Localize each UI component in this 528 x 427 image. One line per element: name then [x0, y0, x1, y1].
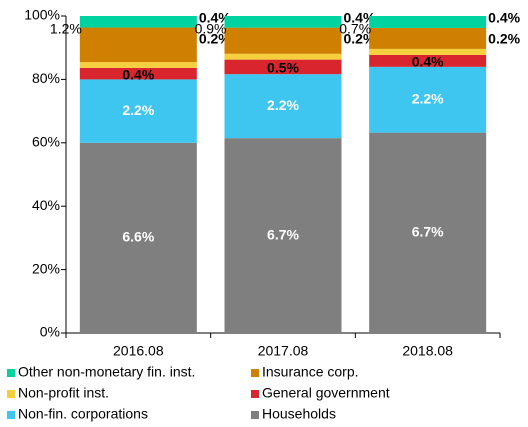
bar-segment: [79, 62, 197, 68]
legend-label: Non-fin. corporations: [18, 406, 148, 422]
data-label: 0.9%: [195, 21, 227, 37]
legend-label: General government: [262, 385, 390, 401]
bar-segment: [79, 16, 197, 28]
x-tick-label: 2016.08: [113, 343, 164, 359]
legend-swatch: [7, 411, 15, 419]
legend-swatch: [251, 369, 259, 377]
legend-swatch: [7, 369, 15, 377]
bar-segment: [79, 67, 197, 80]
data-label: 2.2%: [122, 102, 154, 118]
data-label: 0.4%: [488, 10, 520, 26]
legend-swatch: [7, 390, 15, 398]
bar-segment: [369, 54, 487, 67]
data-label: 2.2%: [412, 90, 444, 106]
bar-segment: [224, 74, 342, 139]
data-label: 0.4%: [199, 10, 231, 26]
bar-segment: [224, 27, 342, 54]
y-tick-label: 80%: [32, 70, 60, 86]
bar-segment: [369, 66, 487, 133]
legend-label: Other non-monetary fin. inst.: [18, 364, 195, 380]
data-label: 1.2%: [50, 21, 82, 37]
data-label: 0.5%: [267, 60, 299, 76]
data-label: 0.2%: [199, 31, 231, 47]
bar-segment: [224, 16, 342, 28]
bar-segment: [369, 27, 487, 49]
data-label: 2.2%: [267, 97, 299, 113]
bar-segment: [79, 142, 197, 333]
data-label: 0.4%: [412, 54, 444, 70]
bar-segment: [79, 27, 197, 63]
legend-label: Insurance corp.: [262, 364, 359, 380]
bar-segment: [224, 53, 342, 60]
data-label: 0.2%: [488, 31, 520, 47]
data-label: 6.7%: [267, 226, 299, 242]
data-label: 0.4%: [344, 10, 376, 26]
bar-segment: [224, 59, 342, 75]
data-label: 0.7%: [339, 21, 371, 37]
legend-swatch: [251, 411, 259, 419]
legend-swatch: [251, 390, 259, 398]
bar-segment: [369, 48, 487, 55]
legend-label: Households: [262, 406, 336, 422]
legend-label: Non-profit inst.: [18, 385, 109, 401]
data-label: 6.7%: [412, 224, 444, 240]
data-label: 0.2%: [344, 31, 376, 47]
bar-segment: [224, 138, 342, 333]
y-tick-label: 100%: [24, 7, 60, 23]
bar-segment: [369, 16, 487, 28]
bar-segment: [369, 132, 487, 333]
bar-segment: [79, 79, 197, 143]
x-tick-label: 2017.08: [258, 343, 309, 359]
y-tick-label: 20%: [32, 260, 60, 276]
data-label: 0.4%: [122, 66, 154, 82]
y-tick-label: 40%: [32, 197, 60, 213]
data-label: 6.6%: [122, 229, 154, 245]
y-tick-label: 0%: [40, 324, 60, 340]
x-tick-label: 2018.08: [402, 343, 453, 359]
y-tick-label: 60%: [32, 134, 60, 150]
